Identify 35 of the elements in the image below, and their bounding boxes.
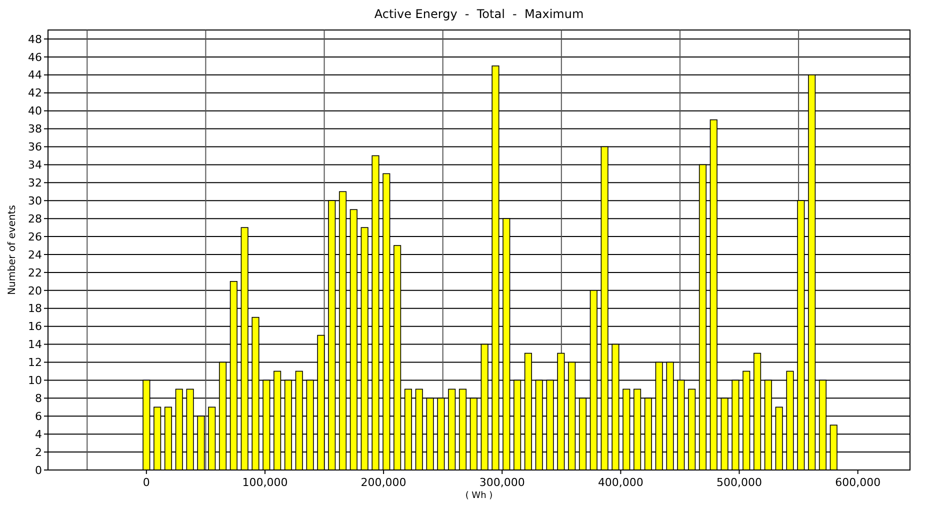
y-tick-label: 14 — [28, 338, 42, 352]
y-tick-label: 20 — [28, 284, 42, 298]
y-tick-label: 26 — [28, 230, 42, 244]
y-tick-label: 44 — [28, 68, 42, 82]
x-tick-label: 500,000 — [716, 476, 762, 489]
y-tick-label: 8 — [35, 392, 42, 406]
x-tick-label: 200,000 — [360, 476, 406, 489]
chart-title: Active Energy - Total - Maximum — [374, 7, 584, 21]
y-tick-label: 46 — [28, 50, 42, 64]
x-tick-label: 400,000 — [598, 476, 644, 489]
y-tick-label: 10 — [28, 374, 42, 388]
y-tick-label: 48 — [28, 32, 42, 46]
y-tick-label: 4 — [35, 428, 42, 441]
y-tick-label: 32 — [28, 176, 42, 190]
y-tick-label: 40 — [28, 104, 42, 118]
y-tick-label: 36 — [28, 140, 42, 154]
y-tick-label: 34 — [28, 158, 42, 172]
x-tick-label: 0 — [142, 476, 150, 489]
y-tick-label: 30 — [28, 194, 42, 208]
y-tick-label: 0 — [35, 464, 42, 477]
y-tick-label: 2 — [35, 446, 42, 459]
x-tick-label: 100,000 — [242, 476, 288, 489]
y-tick-label: 12 — [28, 356, 42, 370]
y-tick-label: 24 — [28, 248, 42, 262]
x-axis-title: ( Wh ) — [465, 491, 493, 501]
y-tick-label: 6 — [35, 410, 42, 423]
x-tick-label: 600,000 — [835, 476, 881, 489]
y-tick-label: 18 — [28, 302, 42, 316]
y-tick-label: 22 — [28, 266, 42, 280]
y-tick-label: 38 — [28, 122, 42, 136]
y-tick-label: 42 — [28, 86, 42, 100]
y-axis-title: Number of events — [7, 205, 18, 295]
y-tick-label: 28 — [28, 212, 42, 226]
y-tick-label: 16 — [28, 320, 42, 334]
x-tick-label: 300,000 — [479, 476, 525, 489]
